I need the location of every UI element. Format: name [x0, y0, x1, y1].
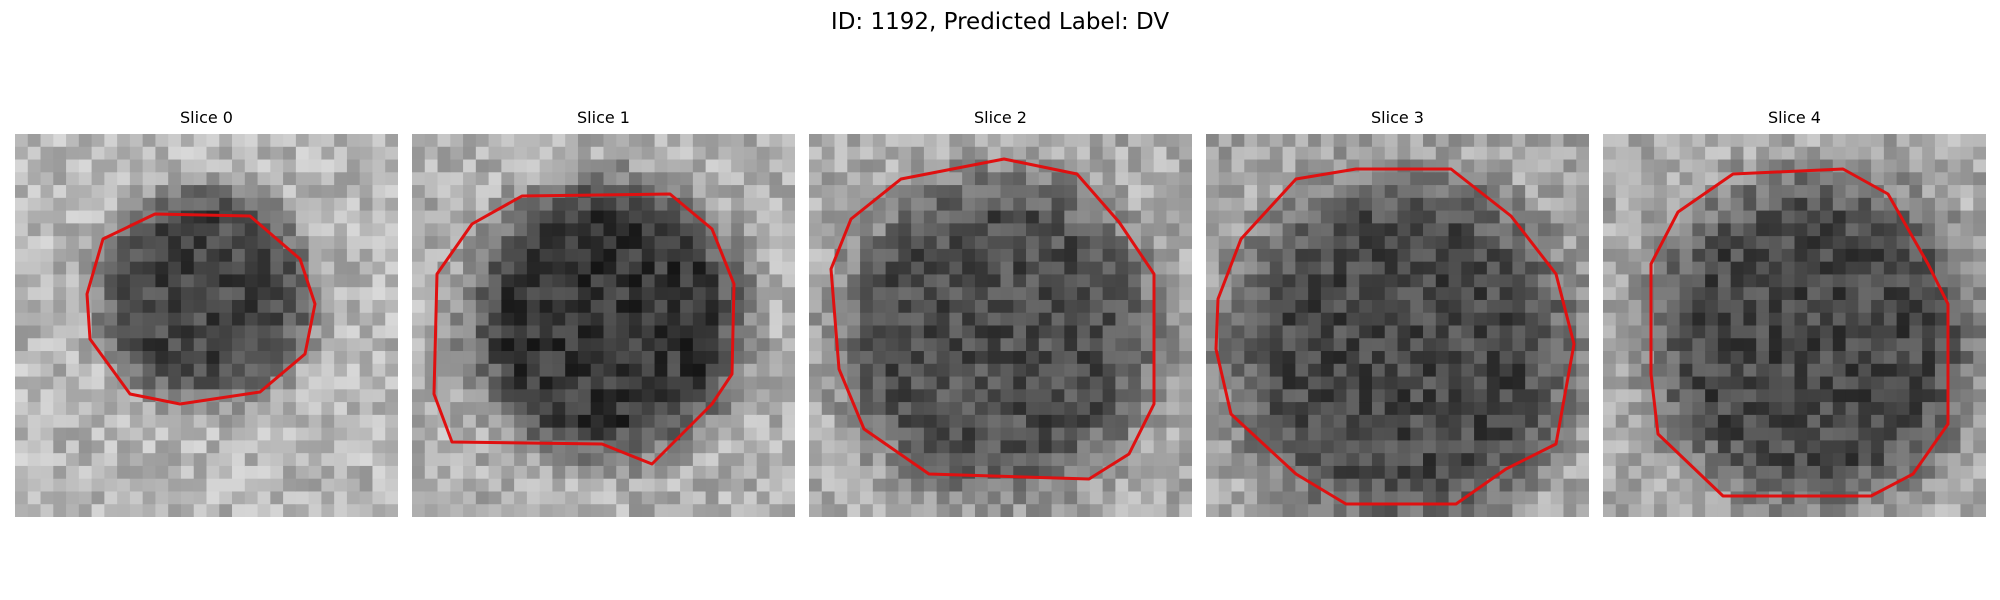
slice-title-4: Slice 4	[1768, 108, 1821, 127]
slice-panel-2: Slice 2	[809, 108, 1192, 517]
slice-title-2: Slice 2	[974, 108, 1027, 127]
slice-title-3: Slice 3	[1371, 108, 1424, 127]
contour-4	[1649, 167, 1950, 498]
slice-image-0	[15, 134, 398, 517]
slice-image-3	[1206, 134, 1589, 517]
slice-title-1: Slice 1	[577, 108, 630, 127]
slice-image-4	[1603, 134, 1986, 517]
contour-3	[1214, 167, 1576, 506]
slice-panel-3: Slice 3	[1206, 108, 1589, 517]
slice-image-2	[809, 134, 1192, 517]
contour-1	[432, 192, 736, 466]
slice-image-1	[412, 134, 795, 517]
figure-title: ID: 1192, Predicted Label: DV	[830, 9, 1170, 35]
contour-2	[829, 157, 1156, 481]
slice-title-0: Slice 0	[180, 108, 233, 127]
slice-panel-1: Slice 1	[412, 108, 795, 517]
contour-0	[85, 212, 317, 406]
slice-panel-4: Slice 4	[1603, 108, 1986, 517]
slice-panel-0: Slice 0	[15, 108, 398, 517]
